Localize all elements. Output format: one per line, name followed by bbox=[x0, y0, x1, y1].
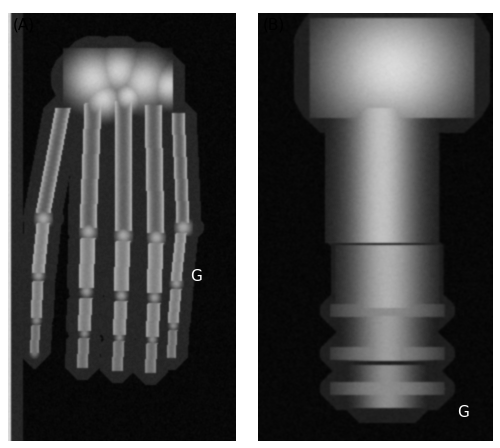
Text: (A): (A) bbox=[12, 18, 34, 33]
Text: G: G bbox=[190, 269, 202, 284]
Text: G: G bbox=[458, 405, 469, 420]
Text: (B): (B) bbox=[262, 18, 285, 33]
